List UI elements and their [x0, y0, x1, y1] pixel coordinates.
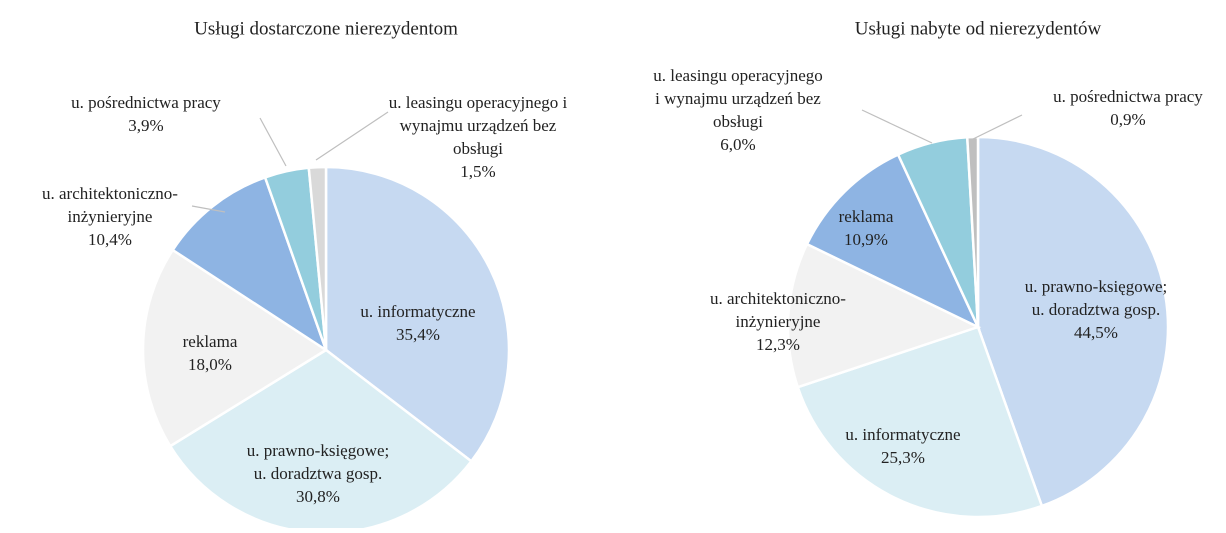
value-label: 18,0% [188, 355, 232, 374]
pie-slice [324, 165, 511, 464]
value-label: 0,9% [1110, 110, 1145, 129]
slice-label: i wynajmu urządzeń bez [655, 89, 821, 108]
slice-label: obsługi [713, 112, 763, 131]
pie-slice [307, 165, 328, 351]
slice-label: inżynieryjne [736, 312, 821, 331]
value-label: 6,0% [720, 135, 755, 154]
value-label: 25,3% [881, 448, 925, 467]
pie-slice [171, 175, 329, 354]
slice-label: u. informatyczne [845, 425, 960, 444]
value-label: 1,5% [460, 162, 495, 181]
slice-label: obsługi [453, 139, 503, 158]
slice-label: u. doradztwa gosp. [254, 464, 382, 483]
value-label: 35,4% [396, 325, 440, 344]
pie-slice [141, 248, 329, 448]
chart-title: Usługi nabyte od nierezydentów [855, 18, 1102, 39]
leader-line [191, 205, 226, 213]
slice-label: u. pośrednictwa pracy [71, 93, 221, 112]
leader-line [970, 114, 1023, 141]
slice-label: u. leasingu operacyjnego i [389, 93, 568, 112]
value-label: 44,5% [1074, 323, 1118, 342]
pie-slice [805, 152, 981, 330]
value-label: 10,9% [844, 230, 888, 249]
slice-label: u. prawno-księgowe; [1025, 277, 1168, 296]
slice-label: u. pośrednictwa pracy [1053, 87, 1203, 106]
chart-title: Usługi dostarczone nierezydentom [194, 18, 458, 39]
slice-label: u. architektoniczno- [710, 289, 846, 308]
value-label: 10,4% [88, 230, 132, 249]
slice-label: reklama [183, 332, 238, 351]
value-label: 3,9% [128, 116, 163, 135]
pie-slice [786, 242, 982, 389]
slice-label: wynajmu urządzeń bez [400, 116, 557, 135]
slice-label: reklama [839, 207, 894, 226]
pie-slice [976, 135, 1170, 508]
slice-label: u. leasingu operacyjnego [653, 66, 822, 85]
slice-label: u. architektoniczno- [42, 184, 178, 203]
value-label: 30,8% [296, 487, 340, 506]
leader-line [861, 109, 933, 144]
slice-label: inżynieryjne [68, 207, 153, 226]
leader-line [315, 111, 389, 161]
slice-label: u. informatyczne [360, 302, 475, 321]
value-label: 12,3% [756, 335, 800, 354]
leader-line [259, 117, 287, 167]
pie-slice [796, 325, 1044, 519]
slice-label: u. doradztwa gosp. [1032, 300, 1160, 319]
slice-label: u. prawno-księgowe; [247, 441, 390, 460]
